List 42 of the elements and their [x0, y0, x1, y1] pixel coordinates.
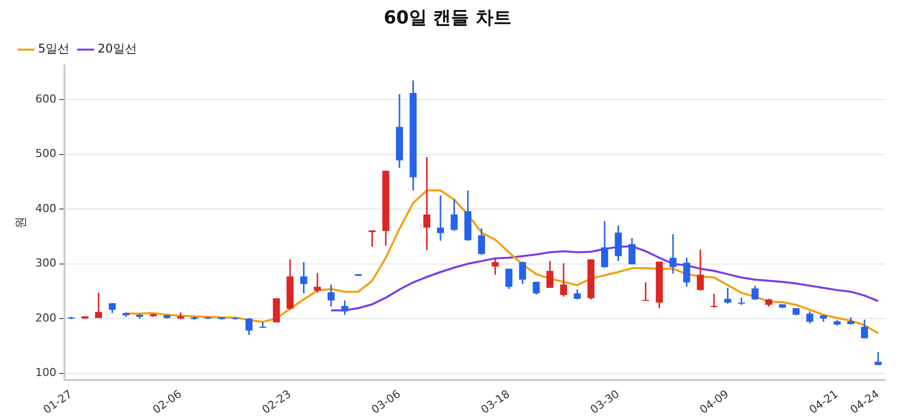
candlestick: [300, 261, 308, 294]
candlestick: [437, 194, 444, 242]
candlestick: [874, 351, 882, 366]
candlestick: [724, 287, 732, 305]
candlestick: [574, 288, 581, 300]
candlestick: [341, 300, 348, 316]
candlestick: [423, 156, 430, 251]
y-tick-label: 200: [35, 311, 56, 324]
candlestick: [752, 284, 759, 301]
y-tick-label: 400: [35, 202, 56, 215]
candlestick: [492, 257, 499, 276]
candlestick: [560, 262, 568, 298]
candlestick: [108, 302, 116, 314]
candlestick: [710, 293, 718, 308]
candlestick: [478, 227, 486, 256]
candlestick: [614, 224, 622, 262]
candlestick: [628, 237, 636, 266]
candlestick: [601, 220, 608, 268]
y-axis-title: 원: [13, 216, 28, 229]
candlestick: [860, 318, 868, 339]
candlestick: [806, 310, 814, 324]
candlestick: [368, 230, 376, 248]
legend-label: 5일선: [38, 42, 70, 56]
candlestick: [546, 260, 554, 289]
candlestick: [683, 257, 690, 288]
candlestick: [670, 233, 677, 274]
candlestick: [95, 292, 102, 319]
candlestick: [328, 284, 335, 308]
chart-title: 60일 캔들 차트: [384, 7, 512, 28]
y-tick-label: 500: [35, 147, 56, 160]
candlestick: [642, 282, 650, 302]
y-tick-label: 600: [35, 92, 56, 106]
y-tick-label: 100: [35, 366, 56, 380]
candlestick: [505, 268, 512, 290]
candlestick: [532, 281, 540, 296]
candlestick: [450, 198, 458, 232]
candlestick: [696, 248, 704, 292]
candlestick: [314, 272, 321, 294]
legend-label: 20일선: [98, 42, 137, 56]
y-tick-label: 300: [35, 256, 56, 270]
candlestick: [519, 260, 526, 285]
candlestick: [246, 317, 253, 336]
